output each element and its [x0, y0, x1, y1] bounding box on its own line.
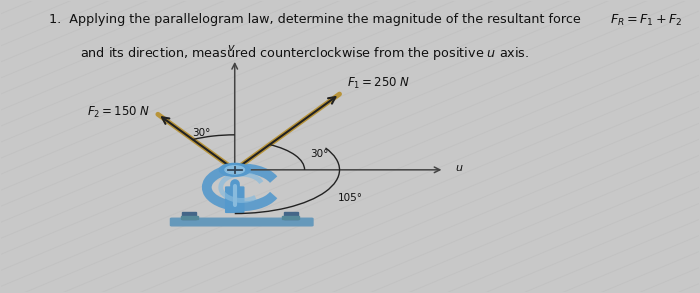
Bar — [282, 217, 299, 219]
FancyBboxPatch shape — [171, 218, 313, 226]
FancyBboxPatch shape — [225, 187, 244, 212]
Text: 30°: 30° — [192, 128, 210, 138]
Circle shape — [219, 163, 250, 176]
Bar — [182, 212, 196, 219]
Text: 30°: 30° — [310, 149, 329, 159]
Text: $u$: $u$ — [455, 163, 463, 173]
Text: 105°: 105° — [337, 193, 363, 203]
Circle shape — [225, 166, 244, 174]
Bar — [181, 217, 197, 219]
Text: and its direction, measured counterclockwise from the positive $\mathit{u}$ axis: and its direction, measured counterclock… — [80, 45, 530, 62]
Text: $F_2 = 150$ N: $F_2 = 150$ N — [88, 105, 151, 120]
Text: $F_1 = 250$ N: $F_1 = 250$ N — [346, 76, 410, 91]
Bar — [284, 212, 298, 219]
Text: $v$: $v$ — [227, 43, 236, 53]
Text: 1.  Applying the parallelogram law, determine the magnitude of the resultant for: 1. Applying the parallelogram law, deter… — [49, 13, 584, 26]
Text: $\mathit{F_R} = \mathit{F_1} + \mathit{F_2}$: $\mathit{F_R} = \mathit{F_1} + \mathit{F… — [610, 13, 682, 28]
